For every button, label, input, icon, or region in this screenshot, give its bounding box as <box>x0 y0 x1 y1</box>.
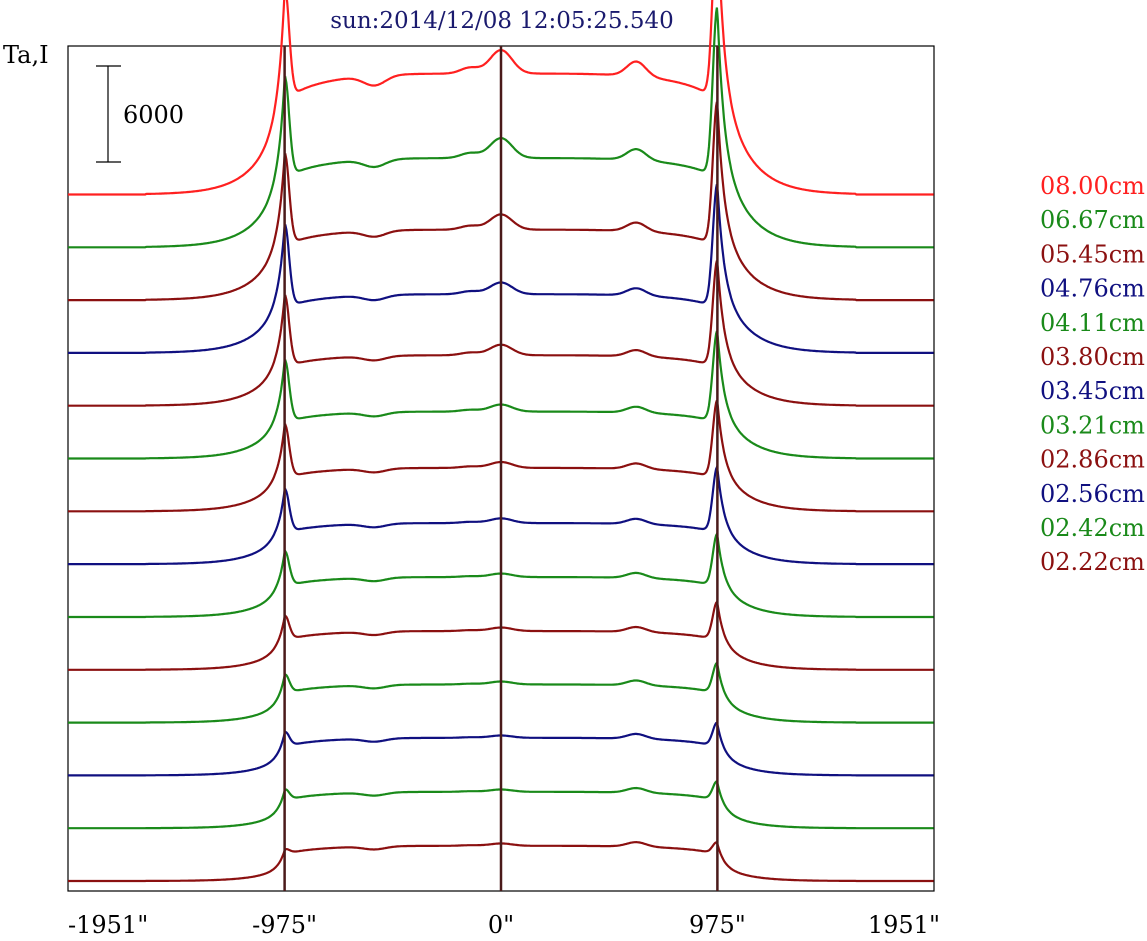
y-axis-label: Ta,I <box>3 41 49 69</box>
legend-item: 04.11cm <box>1040 309 1145 337</box>
x-tick-labels: -1951" -975" 0" 975" 1951" <box>68 911 940 939</box>
legend-item: 03.45cm <box>1040 377 1145 405</box>
scale-bar: 6000 <box>96 65 184 163</box>
x-tick-label: 1951" <box>868 911 940 939</box>
legend-item: 08.00cm <box>1040 172 1145 200</box>
legend-item: 02.22cm <box>1040 548 1145 576</box>
legend-item: 04.76cm <box>1040 275 1145 303</box>
vertical-markers <box>283 46 719 891</box>
x-tick-label: 975" <box>689 911 746 939</box>
legend-item: 02.42cm <box>1040 514 1145 542</box>
legend-item: 03.21cm <box>1040 411 1145 439</box>
legend-item: 02.56cm <box>1040 480 1145 508</box>
x-tick-label: -1951" <box>68 911 148 939</box>
legend-item: 03.80cm <box>1040 343 1145 371</box>
legend: 08.00cm 06.67cm 05.45cm 04.76cm 04.11cm 03.80… <box>1040 172 1145 576</box>
legend-item: 05.45cm <box>1040 240 1145 268</box>
scale-bar-label: 6000 <box>123 101 184 129</box>
x-tick-label: -975" <box>252 911 317 939</box>
chart-title: sun:2014/12/08 12:05:25.540 <box>330 8 674 34</box>
x-tick-label: 0" <box>488 911 514 939</box>
legend-item: 06.67cm <box>1040 206 1145 234</box>
legend-item: 02.86cm <box>1040 446 1145 474</box>
